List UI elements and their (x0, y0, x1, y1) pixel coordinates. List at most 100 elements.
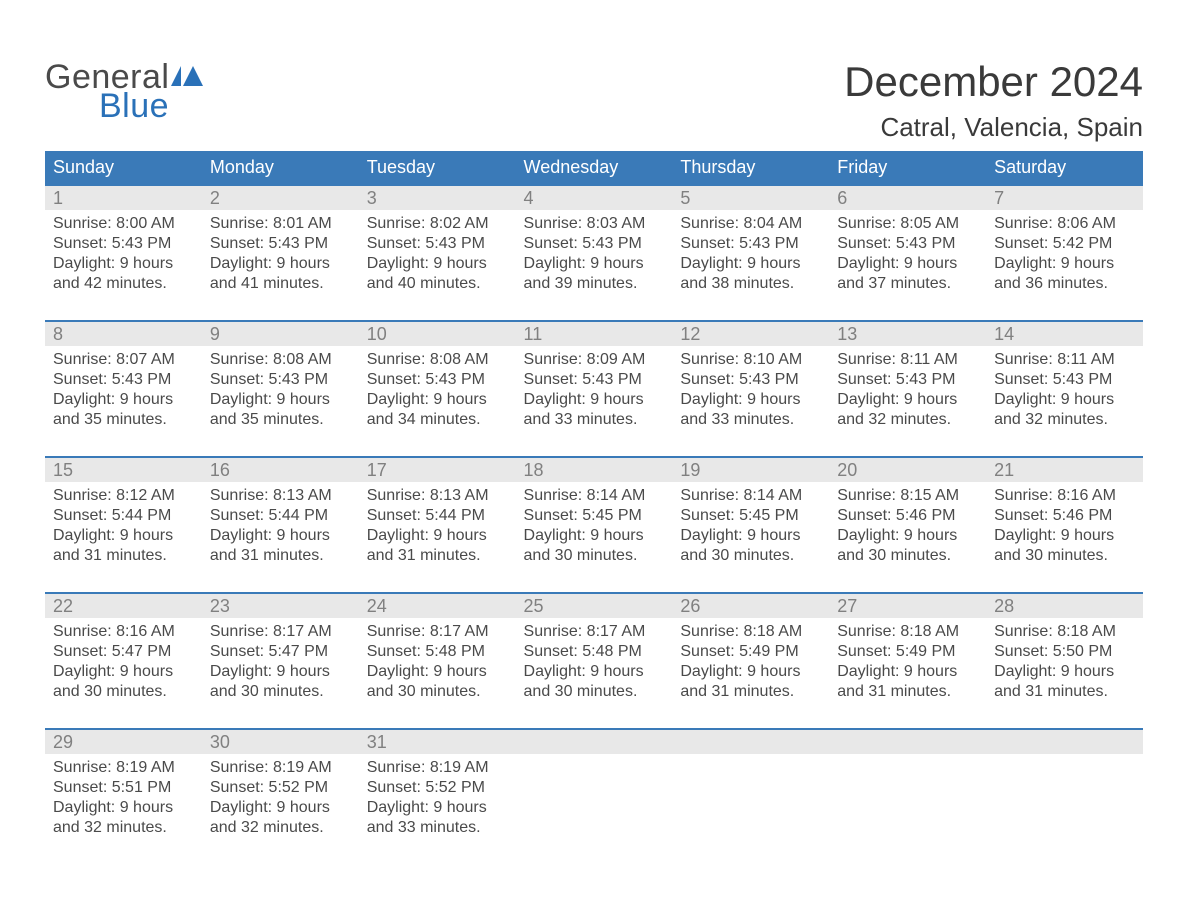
day-dl2: and 31 minutes. (837, 682, 978, 702)
day-content: Sunrise: 8:09 AMSunset: 5:43 PMDaylight:… (516, 346, 673, 456)
day-sunset: Sunset: 5:52 PM (210, 778, 351, 798)
day-sunset: Sunset: 5:43 PM (994, 370, 1135, 390)
day-sunset: Sunset: 5:49 PM (680, 642, 821, 662)
day-cell (829, 729, 986, 864)
day-dl2: and 40 minutes. (367, 274, 508, 294)
day-sunset: Sunset: 5:52 PM (367, 778, 508, 798)
day-content: Sunrise: 8:06 AMSunset: 5:42 PMDaylight:… (986, 210, 1143, 320)
day-content: Sunrise: 8:19 AMSunset: 5:51 PMDaylight:… (45, 754, 202, 864)
day-dl1: Daylight: 9 hours (680, 526, 821, 546)
day-content (986, 754, 1143, 854)
logo-text-blue: Blue (99, 87, 203, 126)
day-dl2: and 34 minutes. (367, 410, 508, 430)
day-dl1: Daylight: 9 hours (524, 662, 665, 682)
day-number: 26 (672, 594, 829, 618)
day-content: Sunrise: 8:12 AMSunset: 5:44 PMDaylight:… (45, 482, 202, 592)
day-dl2: and 37 minutes. (837, 274, 978, 294)
week-row: 1Sunrise: 8:00 AMSunset: 5:43 PMDaylight… (45, 185, 1143, 321)
day-header: Wednesday (516, 151, 673, 185)
day-sunrise: Sunrise: 8:17 AM (524, 622, 665, 642)
day-content: Sunrise: 8:10 AMSunset: 5:43 PMDaylight:… (672, 346, 829, 456)
day-sunrise: Sunrise: 8:19 AM (53, 758, 194, 778)
day-sunset: Sunset: 5:43 PM (837, 234, 978, 254)
day-number: 15 (45, 458, 202, 482)
day-number: 11 (516, 322, 673, 346)
day-sunset: Sunset: 5:44 PM (53, 506, 194, 526)
day-sunset: Sunset: 5:46 PM (837, 506, 978, 526)
day-content: Sunrise: 8:19 AMSunset: 5:52 PMDaylight:… (359, 754, 516, 864)
day-content: Sunrise: 8:01 AMSunset: 5:43 PMDaylight:… (202, 210, 359, 320)
day-cell: 13Sunrise: 8:11 AMSunset: 5:43 PMDayligh… (829, 321, 986, 457)
day-dl1: Daylight: 9 hours (210, 390, 351, 410)
day-number: 19 (672, 458, 829, 482)
day-sunset: Sunset: 5:43 PM (210, 234, 351, 254)
day-number: 25 (516, 594, 673, 618)
day-content (829, 754, 986, 854)
day-sunrise: Sunrise: 8:05 AM (837, 214, 978, 234)
day-dl1: Daylight: 9 hours (994, 254, 1135, 274)
day-cell: 8Sunrise: 8:07 AMSunset: 5:43 PMDaylight… (45, 321, 202, 457)
day-dl2: and 31 minutes. (367, 546, 508, 566)
day-content: Sunrise: 8:11 AMSunset: 5:43 PMDaylight:… (986, 346, 1143, 456)
day-cell: 4Sunrise: 8:03 AMSunset: 5:43 PMDaylight… (516, 185, 673, 321)
day-content: Sunrise: 8:13 AMSunset: 5:44 PMDaylight:… (202, 482, 359, 592)
day-cell: 28Sunrise: 8:18 AMSunset: 5:50 PMDayligh… (986, 593, 1143, 729)
day-sunset: Sunset: 5:48 PM (524, 642, 665, 662)
day-cell: 7Sunrise: 8:06 AMSunset: 5:42 PMDaylight… (986, 185, 1143, 321)
day-dl2: and 35 minutes. (210, 410, 351, 430)
day-dl2: and 31 minutes. (53, 546, 194, 566)
week-row: 22Sunrise: 8:16 AMSunset: 5:47 PMDayligh… (45, 593, 1143, 729)
day-dl1: Daylight: 9 hours (53, 662, 194, 682)
header-row: General Blue December 2024 Catral, Valen… (45, 40, 1143, 143)
week-row: 29Sunrise: 8:19 AMSunset: 5:51 PMDayligh… (45, 729, 1143, 864)
day-dl2: and 30 minutes. (367, 682, 508, 702)
day-dl2: and 30 minutes. (524, 682, 665, 702)
day-dl1: Daylight: 9 hours (367, 798, 508, 818)
day-cell: 20Sunrise: 8:15 AMSunset: 5:46 PMDayligh… (829, 457, 986, 593)
day-sunset: Sunset: 5:44 PM (367, 506, 508, 526)
day-dl1: Daylight: 9 hours (994, 390, 1135, 410)
day-number: 7 (986, 186, 1143, 210)
day-sunrise: Sunrise: 8:10 AM (680, 350, 821, 370)
day-dl2: and 31 minutes. (680, 682, 821, 702)
day-cell: 5Sunrise: 8:04 AMSunset: 5:43 PMDaylight… (672, 185, 829, 321)
calendar-table: Sunday Monday Tuesday Wednesday Thursday… (45, 151, 1143, 864)
day-sunrise: Sunrise: 8:00 AM (53, 214, 194, 234)
logo: General Blue (45, 40, 203, 126)
day-number: 21 (986, 458, 1143, 482)
day-cell (672, 729, 829, 864)
day-sunset: Sunset: 5:43 PM (524, 234, 665, 254)
day-cell: 31Sunrise: 8:19 AMSunset: 5:52 PMDayligh… (359, 729, 516, 864)
day-sunrise: Sunrise: 8:07 AM (53, 350, 194, 370)
day-dl1: Daylight: 9 hours (367, 254, 508, 274)
day-number: 14 (986, 322, 1143, 346)
day-number: 18 (516, 458, 673, 482)
week-row: 8Sunrise: 8:07 AMSunset: 5:43 PMDaylight… (45, 321, 1143, 457)
day-sunrise: Sunrise: 8:17 AM (367, 622, 508, 642)
day-sunrise: Sunrise: 8:03 AM (524, 214, 665, 234)
day-number: 31 (359, 730, 516, 754)
day-sunrise: Sunrise: 8:04 AM (680, 214, 821, 234)
day-dl1: Daylight: 9 hours (837, 390, 978, 410)
day-dl1: Daylight: 9 hours (53, 390, 194, 410)
day-content: Sunrise: 8:18 AMSunset: 5:49 PMDaylight:… (829, 618, 986, 728)
day-dl1: Daylight: 9 hours (837, 526, 978, 546)
day-content: Sunrise: 8:19 AMSunset: 5:52 PMDaylight:… (202, 754, 359, 864)
day-dl2: and 30 minutes. (210, 682, 351, 702)
day-content: Sunrise: 8:07 AMSunset: 5:43 PMDaylight:… (45, 346, 202, 456)
day-sunset: Sunset: 5:43 PM (367, 370, 508, 390)
day-dl1: Daylight: 9 hours (680, 254, 821, 274)
day-number: 10 (359, 322, 516, 346)
day-dl2: and 38 minutes. (680, 274, 821, 294)
day-sunrise: Sunrise: 8:14 AM (680, 486, 821, 506)
day-sunrise: Sunrise: 8:11 AM (837, 350, 978, 370)
day-dl1: Daylight: 9 hours (53, 526, 194, 546)
day-dl1: Daylight: 9 hours (53, 798, 194, 818)
day-sunset: Sunset: 5:49 PM (837, 642, 978, 662)
day-dl2: and 32 minutes. (837, 410, 978, 430)
day-cell: 10Sunrise: 8:08 AMSunset: 5:43 PMDayligh… (359, 321, 516, 457)
day-dl2: and 31 minutes. (210, 546, 351, 566)
day-cell (986, 729, 1143, 864)
day-number-bar (829, 730, 986, 754)
day-content: Sunrise: 8:02 AMSunset: 5:43 PMDaylight:… (359, 210, 516, 320)
